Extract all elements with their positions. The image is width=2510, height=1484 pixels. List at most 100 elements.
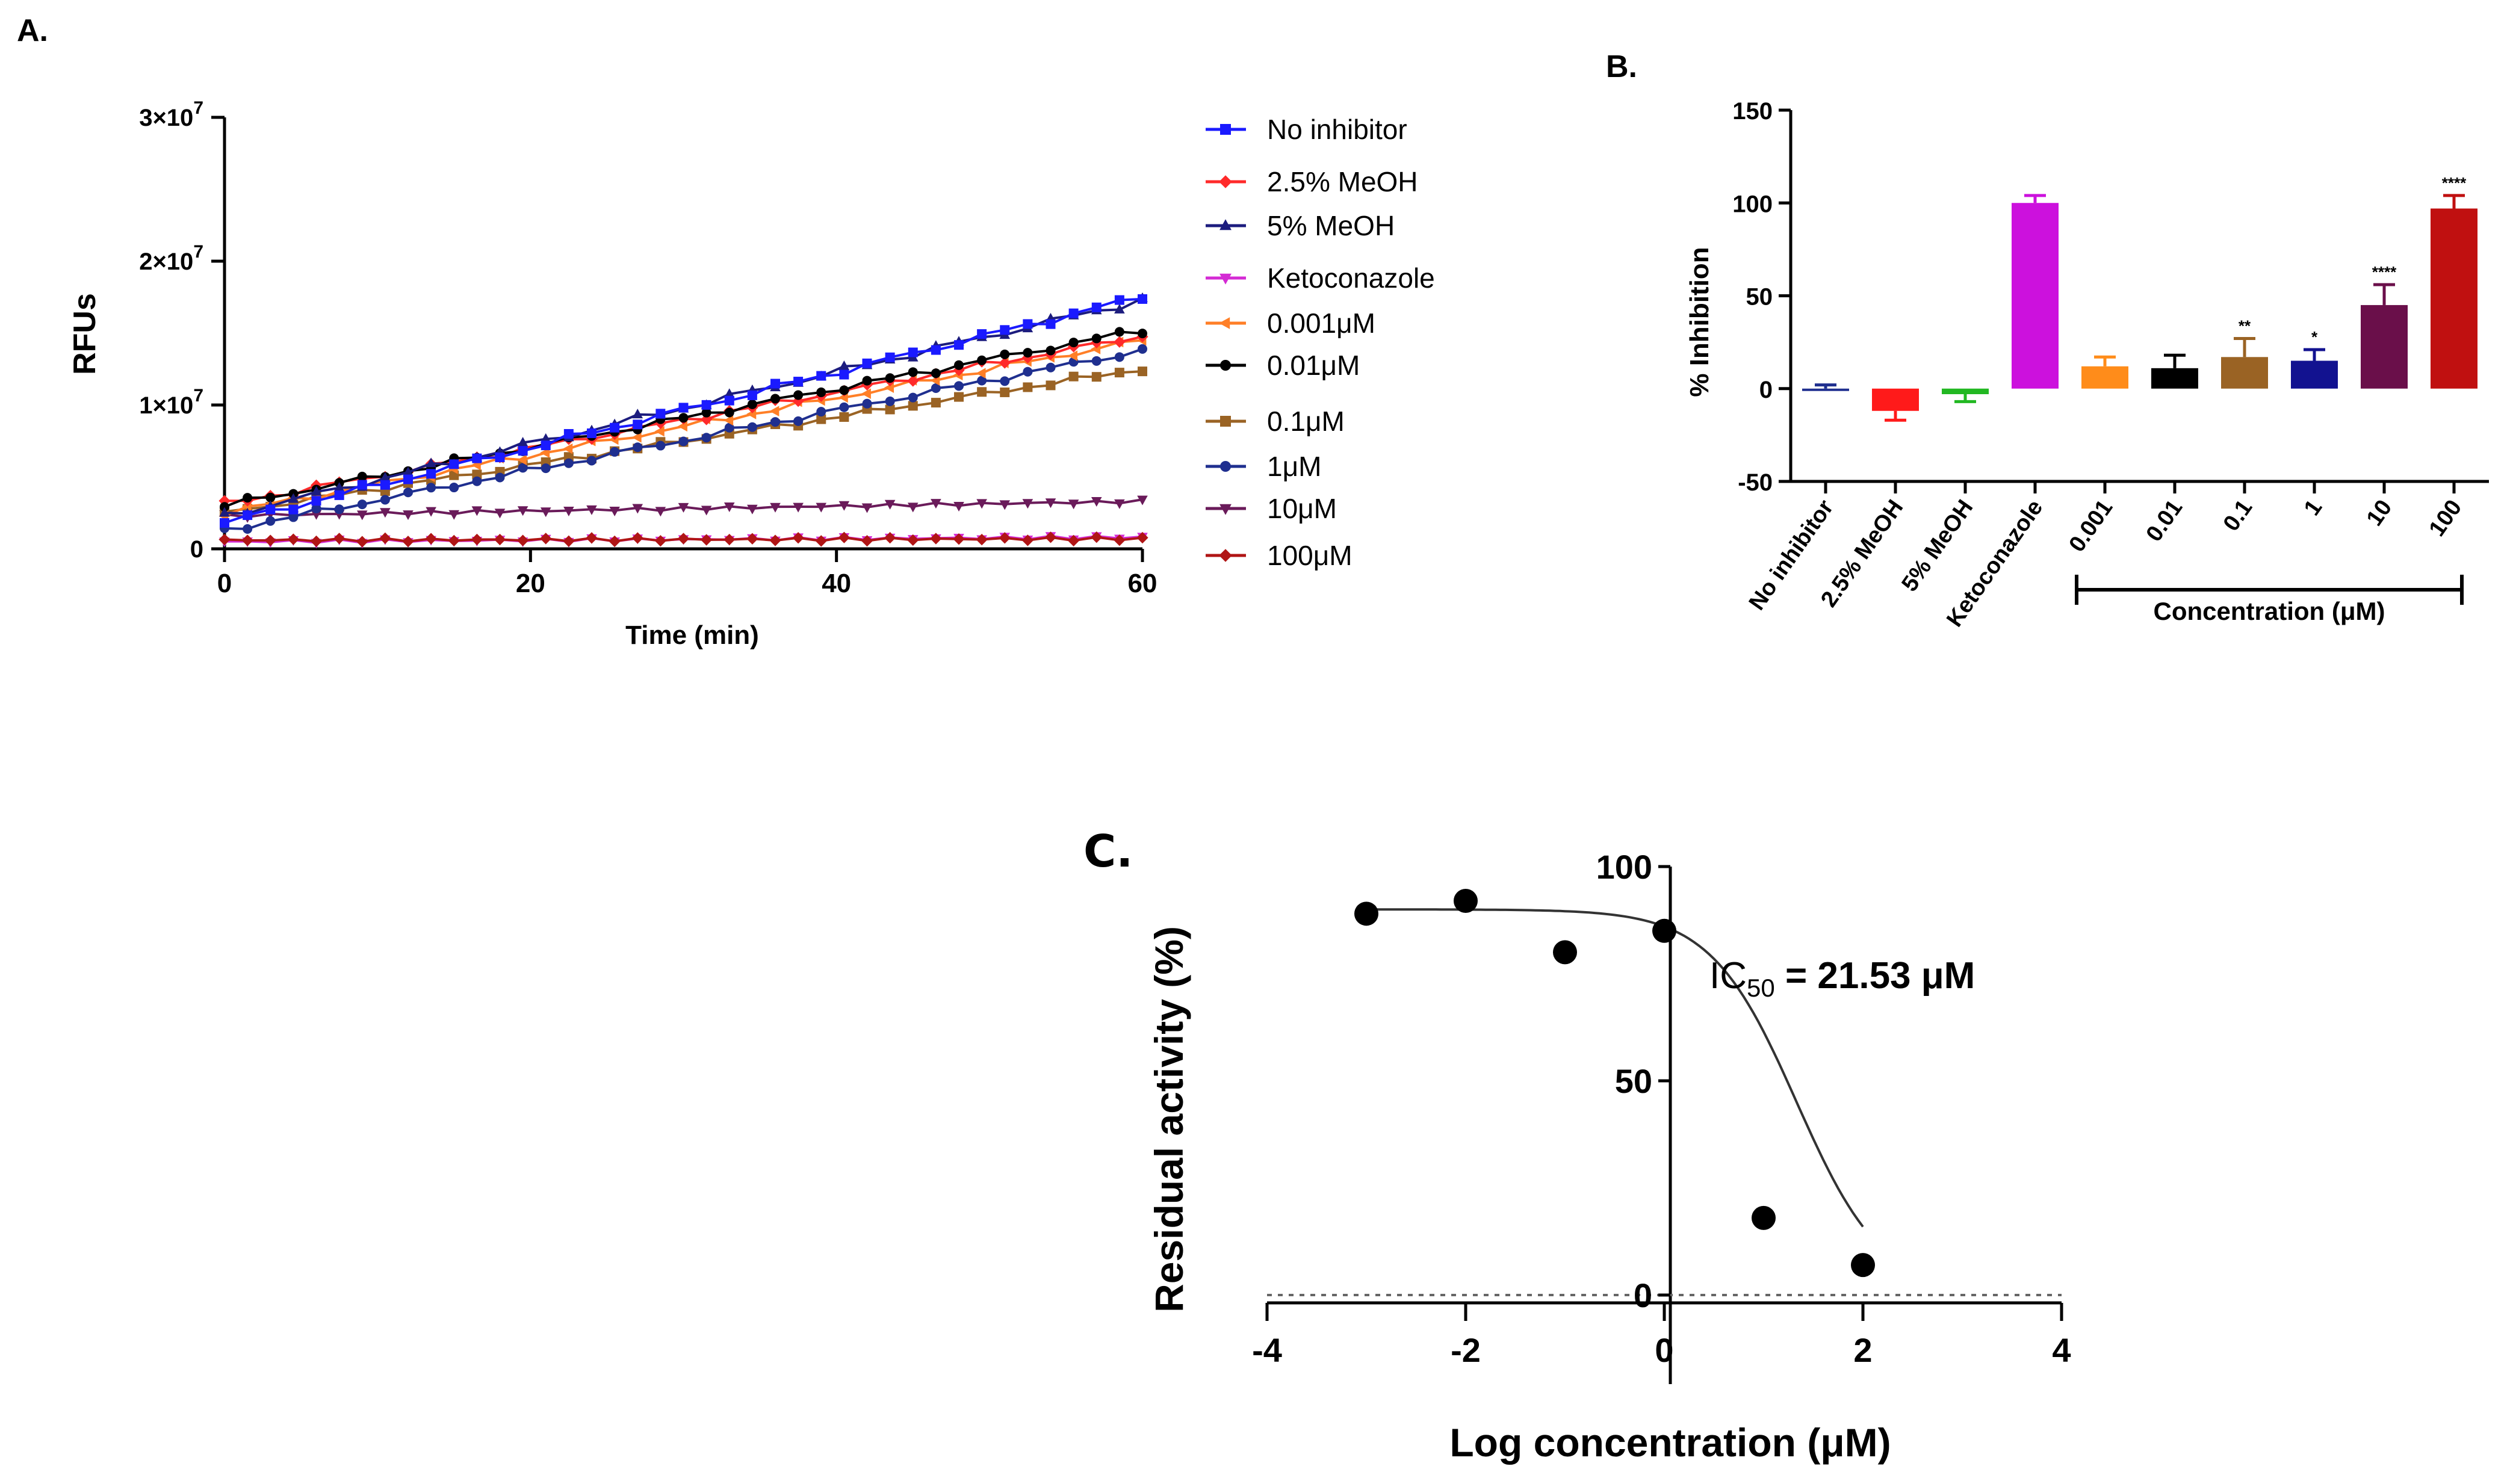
data-point	[449, 483, 459, 493]
legend-item: 0.1μM	[1206, 406, 1345, 437]
panel-a-x-label: Time (min)	[625, 620, 759, 650]
data-point	[494, 533, 506, 546]
data-point	[724, 533, 736, 546]
data-point	[426, 507, 436, 517]
data-point	[747, 504, 758, 515]
legend-marker	[1220, 360, 1231, 371]
data-point	[1114, 303, 1125, 314]
data-point	[977, 355, 987, 365]
data-point	[1022, 499, 1033, 509]
data-point	[403, 466, 414, 477]
data-point	[472, 469, 482, 480]
data-point	[563, 443, 573, 454]
bar	[2221, 357, 2268, 389]
data-point	[380, 480, 390, 490]
bar	[2151, 368, 2198, 389]
data-point	[448, 510, 460, 520]
data-point	[310, 535, 323, 548]
data-point	[885, 373, 895, 383]
x-tick-label: 60	[1128, 569, 1157, 598]
data-point	[1354, 901, 1378, 926]
data-point	[1091, 496, 1102, 507]
data-point	[701, 505, 712, 516]
legend-item: 2.5% MeOH	[1206, 166, 1418, 197]
data-point	[861, 535, 873, 547]
data-point	[1023, 382, 1033, 392]
data-point	[243, 510, 253, 521]
data-point	[540, 507, 551, 518]
data-point	[839, 402, 849, 412]
data-point	[976, 534, 988, 546]
data-point	[265, 516, 276, 526]
panel-b-letter: B.	[1606, 49, 1637, 84]
data-point	[1068, 350, 1078, 361]
data-point	[586, 505, 597, 515]
data-point	[977, 376, 987, 386]
data-point	[333, 482, 345, 492]
legend-label: 0.01μM	[1267, 350, 1360, 381]
bar-label: 0.01	[2142, 495, 2188, 546]
data-point	[907, 502, 919, 513]
data-point	[770, 394, 780, 404]
legend-label: 0.1μM	[1267, 406, 1345, 437]
legend-marker	[1219, 219, 1232, 230]
data-point	[610, 447, 620, 457]
data-point	[793, 416, 804, 426]
data-point	[953, 501, 964, 512]
bar-100: **** 100	[2425, 174, 2477, 541]
panel-b-y-ticks: -50 0 50 100 150	[1732, 98, 1791, 496]
data-point	[861, 388, 871, 399]
y-tick-label: 100	[1596, 848, 1652, 886]
bar	[1802, 388, 1849, 391]
data-point	[654, 425, 665, 437]
data-point	[609, 535, 621, 548]
data-point	[1023, 348, 1033, 358]
data-point	[287, 533, 299, 545]
data-point	[747, 390, 757, 400]
data-point	[724, 422, 734, 433]
data-point	[241, 534, 253, 546]
legend-marker	[1219, 175, 1232, 188]
data-point	[1046, 380, 1056, 391]
data-point	[908, 401, 918, 411]
bar-0-1: ** 0.1	[2219, 317, 2268, 536]
data-point	[1000, 376, 1010, 386]
panel-c-x-ticks: -4 -2 0 2 4	[1252, 1303, 2071, 1369]
data-point	[541, 463, 551, 474]
data-point	[862, 358, 872, 368]
panel-b-y-label: % Inhibition	[1685, 247, 1714, 397]
data-point	[861, 503, 873, 513]
data-point	[931, 383, 941, 393]
data-point	[1091, 333, 1102, 344]
legend-label: 10μM	[1267, 493, 1337, 524]
data-point	[1068, 338, 1079, 348]
bar-label: 5% MeOH	[1897, 495, 1978, 596]
data-point	[426, 483, 436, 493]
data-point	[472, 453, 482, 463]
bar	[2361, 305, 2408, 389]
series-1-m	[220, 344, 1147, 534]
data-point	[976, 368, 986, 379]
legend-label: 5% MeOH	[1267, 210, 1395, 241]
data-point	[654, 535, 666, 547]
data-point	[587, 456, 597, 466]
data-point	[701, 534, 713, 546]
data-point	[862, 376, 872, 386]
panel-b-group-bracket: Concentration (μM)	[2075, 575, 2464, 625]
data-point	[1044, 531, 1057, 543]
data-point	[518, 446, 528, 456]
legend-item: 100μM	[1206, 540, 1353, 571]
data-point	[655, 507, 666, 517]
data-point	[678, 502, 689, 513]
legend-marker	[1220, 416, 1231, 427]
bar-1: *1	[2291, 328, 2338, 520]
data-point	[953, 533, 965, 545]
data-point	[631, 532, 643, 544]
data-point	[816, 387, 826, 397]
data-point	[540, 433, 551, 443]
bar-0-01: 0.01	[2142, 353, 2198, 546]
legend-item: 5% MeOH	[1206, 210, 1395, 241]
data-point	[1091, 531, 1103, 543]
